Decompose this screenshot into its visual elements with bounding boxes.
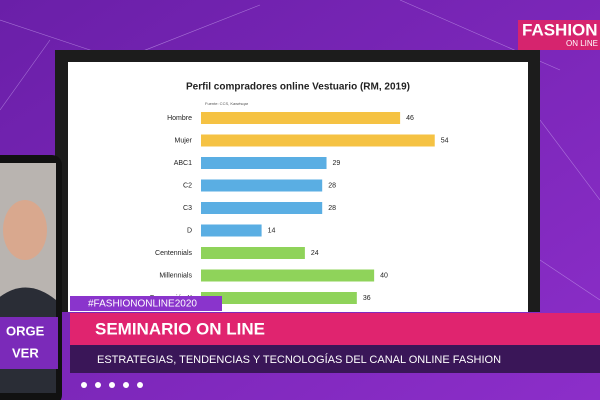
value-label: 28 bbox=[328, 182, 336, 189]
y-tick-label: C3 bbox=[183, 205, 192, 212]
hashtag: #FASHIONONLINE2020 bbox=[88, 299, 197, 310]
y-tick-label: Millennials bbox=[159, 272, 192, 279]
y-tick-label: D bbox=[187, 227, 192, 234]
headline: SEMINARIO ON LINE bbox=[95, 319, 265, 338]
bar bbox=[201, 157, 327, 169]
bar bbox=[201, 112, 401, 124]
logo-bottom: ON LINE bbox=[566, 39, 598, 48]
y-tick-label: Mujer bbox=[174, 137, 192, 144]
value-label: 28 bbox=[328, 205, 336, 212]
bar bbox=[201, 134, 435, 147]
speaker-face bbox=[3, 200, 47, 260]
bar bbox=[201, 202, 323, 214]
speaker-last: VER bbox=[12, 345, 39, 360]
subheadline-box bbox=[70, 345, 600, 373]
y-tick-label: ABC1 bbox=[174, 160, 192, 167]
subheadline: ESTRATEGIAS, TENDENCIAS Y TECNOLOGÍAS DE… bbox=[97, 353, 501, 366]
value-label: 14 bbox=[268, 227, 276, 234]
value-label: 40 bbox=[380, 272, 388, 279]
bar bbox=[201, 292, 357, 304]
chart: Hombre 46 Mujer 54 ABC1 29 C2 28 C3 28 D 14 Centenni… bbox=[149, 112, 449, 304]
bar bbox=[201, 247, 305, 259]
bar bbox=[201, 269, 375, 282]
name-box bbox=[0, 317, 58, 369]
y-tick-label: C2 bbox=[183, 182, 192, 189]
chart-title: Perfil compradores online Vestuario (RM,… bbox=[186, 82, 410, 93]
value-label: 29 bbox=[333, 160, 341, 167]
value-label: 46 bbox=[406, 115, 414, 122]
value-label: 36 bbox=[363, 295, 371, 302]
logo-top: FASHION bbox=[522, 20, 598, 39]
value-label: 54 bbox=[441, 137, 449, 144]
social-icons bbox=[81, 382, 143, 388]
hashtag-box bbox=[70, 296, 222, 311]
y-tick-label: Centennials bbox=[155, 250, 192, 257]
y-tick-label: Hombre bbox=[167, 115, 192, 122]
chart-source: Fuente: CCS, Kawésqar bbox=[205, 101, 249, 106]
bar bbox=[201, 179, 323, 192]
bar bbox=[201, 224, 262, 237]
logo-box bbox=[518, 20, 600, 50]
value-label: 24 bbox=[311, 250, 319, 257]
speaker-first: ORGE bbox=[6, 323, 45, 338]
headline-box bbox=[70, 313, 600, 345]
